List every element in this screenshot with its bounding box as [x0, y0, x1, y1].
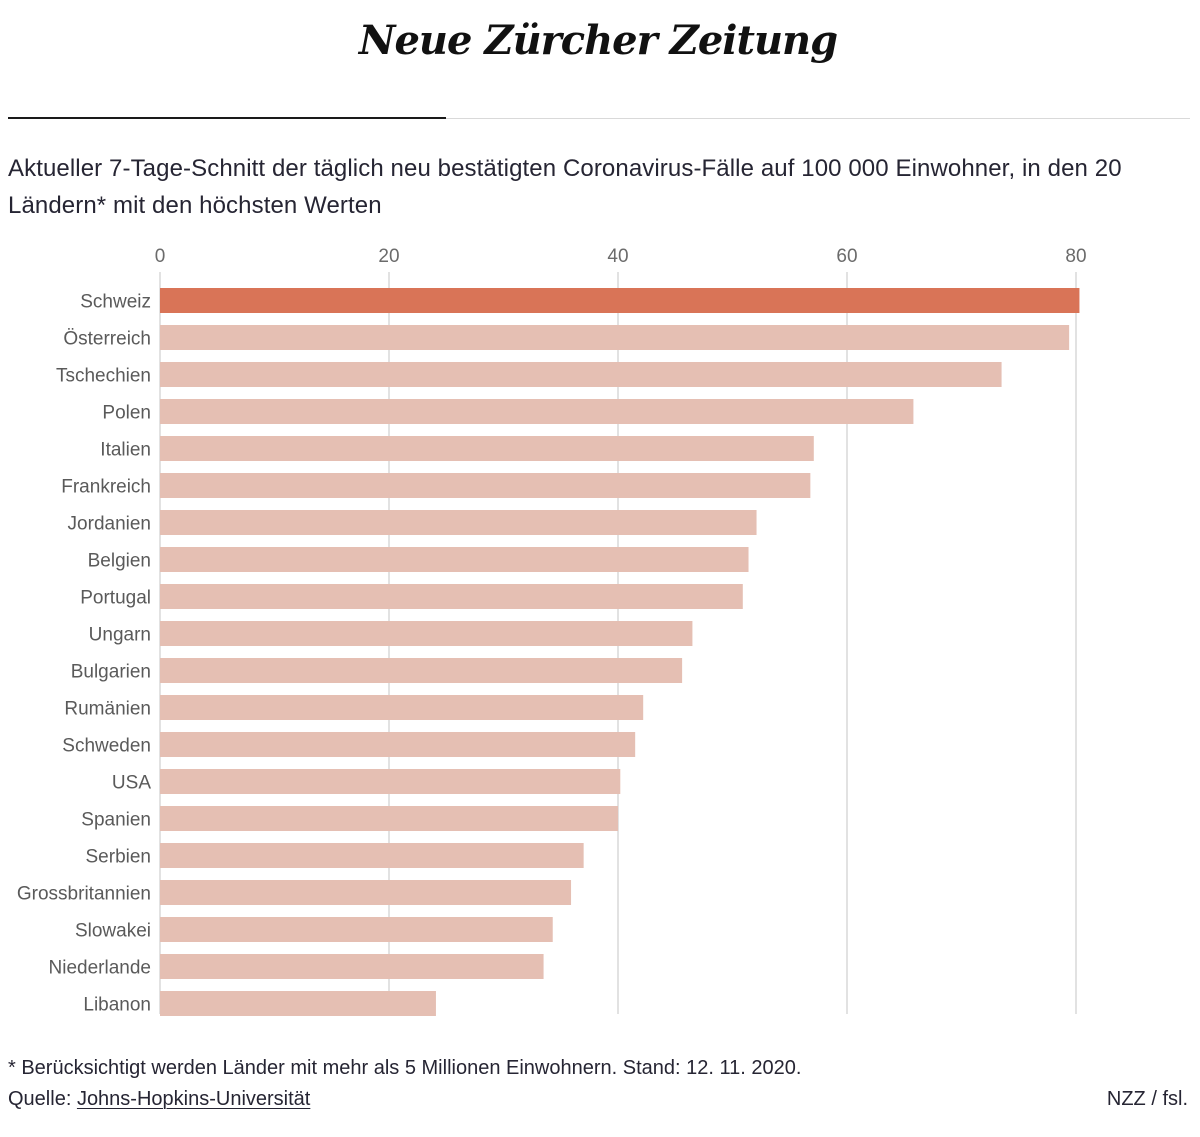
bar-ungarn [160, 621, 693, 646]
bar-tschechien [160, 362, 1002, 387]
x-tick-label-40: 40 [607, 246, 628, 267]
category-label: Slowakei [75, 921, 151, 942]
bar-usa [160, 769, 621, 794]
x-tick-label-20: 20 [378, 246, 399, 267]
category-label: Portugal [80, 588, 151, 609]
bar-frankreich [160, 473, 811, 498]
category-label: Rumänien [64, 699, 151, 720]
category-label: Schweiz [80, 292, 151, 313]
bar-belgien [160, 547, 749, 572]
bar-italien [160, 436, 814, 461]
category-label: Österreich [63, 329, 151, 350]
x-tick-label-60: 60 [836, 246, 857, 267]
bar-rumänien [160, 695, 644, 720]
category-label: Tschechien [56, 366, 151, 387]
category-label: Italien [100, 440, 151, 461]
bar-niederlande [160, 954, 544, 979]
source-prefix: Quelle: [8, 1088, 77, 1110]
category-label: Polen [102, 403, 151, 424]
category-label: Bulgarien [71, 662, 151, 683]
bar-spanien [160, 806, 618, 831]
bar-grossbritannien [160, 880, 572, 905]
chart-title: Aktueller 7-Tage-Schnitt der täglich neu… [8, 155, 1122, 219]
category-label: Schweden [62, 736, 151, 757]
x-tick-label-0: 0 [155, 246, 166, 267]
category-label: Belgien [88, 551, 151, 572]
bar-österreich [160, 325, 1070, 350]
source-line: Quelle: Johns-Hopkins-Universität [8, 1088, 310, 1111]
bar-polen [160, 399, 914, 424]
credit: NZZ / fsl. [1106, 1088, 1188, 1110]
category-label: Jordanien [68, 514, 151, 535]
bar-portugal [160, 584, 743, 609]
nzz-logo: Neue Zürcher Zeitung [357, 17, 838, 64]
category-label: Ungarn [89, 625, 151, 646]
category-label: USA [112, 773, 151, 794]
category-label: Grossbritannien [17, 884, 151, 905]
x-tick-label-80: 80 [1065, 246, 1086, 267]
bar-schweiz [160, 288, 1080, 313]
bar-slowakei [160, 917, 553, 942]
bar-serbien [160, 843, 584, 868]
footnote: * Berücksichtigt werden Länder mit mehr … [8, 1057, 802, 1079]
header-rule-thick [8, 117, 446, 119]
bar-libanon [160, 991, 436, 1016]
header-rule-thin [446, 118, 1190, 119]
category-label: Serbien [86, 847, 152, 868]
bar-chart: 0 20 40 60 80 Schweiz Österreich Tschechien Pole… [17, 246, 1087, 1016]
category-label: Libanon [83, 995, 151, 1016]
bar-schweden [160, 732, 636, 757]
bar-jordanien [160, 510, 757, 535]
source-link[interactable]: Johns-Hopkins-Universität [76, 1088, 311, 1110]
category-label: Spanien [81, 810, 151, 831]
category-label: Frankreich [61, 477, 151, 498]
category-label: Niederlande [49, 958, 151, 979]
logo-text: Neue Zürcher Zeitung [357, 17, 837, 64]
bar-bulgarien [160, 658, 683, 683]
